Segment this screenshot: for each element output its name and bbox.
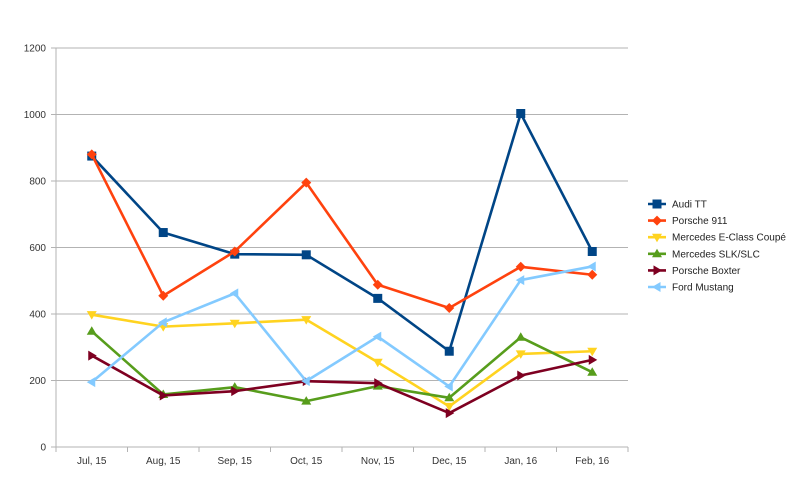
data-point — [229, 319, 240, 329]
y-tick-label: 800 — [29, 177, 46, 188]
y-tick-label: 400 — [29, 310, 46, 321]
data-point — [587, 261, 596, 272]
x-tick-label: Oct, 15 — [290, 456, 323, 467]
y-tick-label: 600 — [29, 243, 46, 254]
series-line — [90, 153, 593, 310]
data-point — [231, 386, 240, 397]
data-point — [86, 377, 96, 388]
data-point — [444, 381, 453, 392]
data-point — [158, 317, 167, 328]
data-point — [374, 378, 383, 389]
x-tick-label: Nov, 15 — [361, 456, 395, 467]
data-point — [444, 392, 455, 402]
y-tick-label: 200 — [29, 376, 46, 387]
data-point — [372, 279, 383, 290]
series-line — [90, 112, 594, 353]
data-point — [372, 331, 382, 342]
legend-item: Mercedes E-Class Coupé — [648, 233, 786, 244]
data-point — [158, 228, 168, 238]
data-point — [373, 293, 383, 303]
legend-label: Audi TT — [672, 200, 707, 211]
series-line — [90, 265, 593, 388]
x-tick-label: Aug, 15 — [146, 456, 181, 467]
legend-label: Porsche Boxter — [672, 266, 741, 277]
legend-item: Porsche 911 — [648, 215, 728, 227]
data-point — [229, 288, 239, 299]
data-point — [229, 246, 240, 257]
series-line — [90, 330, 593, 403]
data-point — [445, 408, 455, 419]
data-point — [301, 316, 312, 325]
legend-swatch-marker — [652, 233, 662, 243]
data-point — [88, 350, 97, 361]
legend-item: Audi TT — [648, 199, 707, 211]
data-point — [588, 354, 598, 365]
data-point — [587, 347, 598, 357]
legend-swatch-marker — [652, 215, 662, 226]
legend: Audi TT Porsche 911 Mercedes E-Class Coupé… — [648, 199, 786, 294]
x-tick-label: Dec, 15 — [432, 456, 467, 467]
data-point — [372, 358, 383, 368]
series-5 — [86, 261, 596, 392]
legend-label: Porsche 911 — [672, 216, 728, 227]
legend-label: Mercedes SLK/SLC — [672, 249, 760, 260]
axes: 0 200 400 600 800 1000 1200 Jul, 15 Aug, 15 Sep, … — [24, 44, 629, 467]
data-point — [158, 290, 169, 301]
data-point — [86, 311, 97, 320]
x-tick-label: Jul, 15 — [77, 456, 107, 467]
series-4 — [88, 350, 598, 419]
legend-item: Ford Mustang — [648, 282, 734, 294]
legend-swatch-marker — [652, 199, 662, 209]
y-tick-label: 0 — [40, 443, 46, 454]
data-point — [515, 275, 525, 286]
x-tick-label: Jan, 16 — [504, 456, 537, 467]
series-1 — [86, 149, 598, 314]
data-point — [86, 149, 97, 160]
legend-label: Mercedes E-Class Coupé — [672, 233, 786, 244]
x-tick-label: Feb, 16 — [575, 456, 609, 467]
legend-item: Porsche Boxter — [648, 265, 741, 277]
data-point — [444, 346, 454, 356]
data-point — [517, 370, 526, 381]
data-point — [515, 261, 526, 272]
data-point — [587, 269, 598, 280]
data-point — [587, 246, 597, 256]
data-point — [301, 396, 312, 405]
series-line — [91, 313, 593, 408]
y-tick-label: 1000 — [24, 110, 47, 121]
series-group — [86, 109, 598, 419]
data-point — [444, 303, 455, 314]
y-tick-label: 1200 — [24, 44, 47, 55]
legend-swatch-marker — [652, 248, 662, 258]
legend-swatch-marker — [652, 282, 661, 292]
x-tick-label: Sep, 15 — [218, 456, 253, 467]
series-line — [91, 354, 593, 415]
grid — [56, 47, 628, 448]
data-point — [301, 250, 311, 260]
data-point — [86, 326, 97, 335]
data-point — [159, 390, 169, 401]
legend-item: Mercedes SLK/SLC — [648, 248, 760, 260]
legend-swatch-marker — [653, 265, 662, 276]
data-point — [301, 376, 310, 387]
data-point — [515, 350, 526, 359]
data-point — [587, 367, 598, 376]
data-point — [301, 177, 312, 188]
data-point — [515, 332, 526, 341]
data-point — [444, 402, 455, 412]
legend-label: Ford Mustang — [672, 283, 734, 294]
data-point — [516, 109, 526, 119]
